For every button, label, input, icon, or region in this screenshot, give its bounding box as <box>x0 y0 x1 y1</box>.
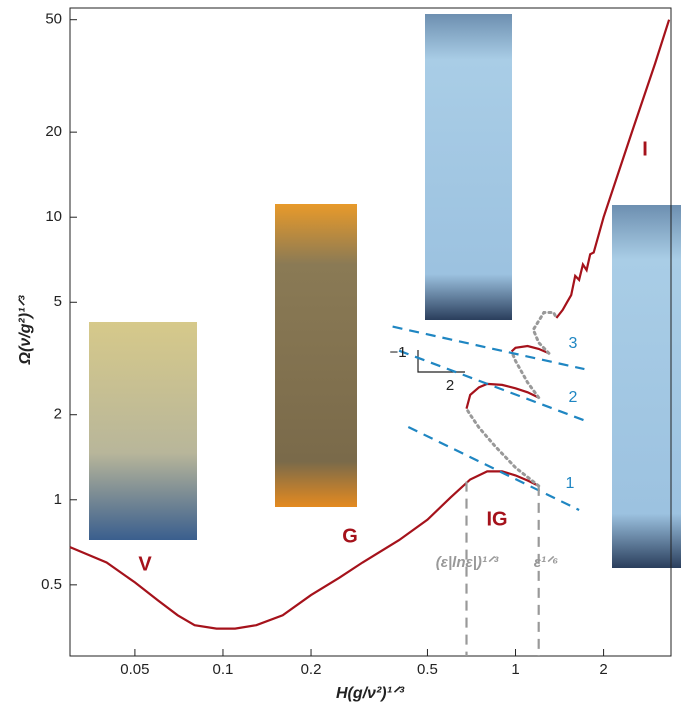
slope-triangle <box>418 350 465 372</box>
regime-label: G <box>342 525 358 547</box>
series-line <box>467 384 539 409</box>
regime-label: IG <box>486 508 507 530</box>
y-tick-label: 1 <box>54 491 62 508</box>
x-tick-label: 0.2 <box>301 661 322 678</box>
series-line <box>399 351 584 421</box>
x-axis-label: H(g/ν²)¹ᐟ³ <box>336 685 405 702</box>
x-tick-label: 0.1 <box>213 661 234 678</box>
y-tick-label: 5 <box>54 293 62 310</box>
scale-label: ε¹ᐟ⁶ <box>534 554 559 571</box>
x-tick-label: 2 <box>599 661 607 678</box>
y-axis-label: Ω(ν/g²)¹ᐟ³ <box>17 295 34 366</box>
branch-label: 3 <box>569 335 578 352</box>
y-tick-label: 50 <box>45 11 62 28</box>
regime-label: I <box>642 138 648 160</box>
y-tick-label: 0.5 <box>41 576 62 593</box>
series-line <box>408 427 579 510</box>
series-line <box>533 313 556 354</box>
slope-label: −1 <box>389 344 406 361</box>
x-tick-label: 1 <box>511 661 519 678</box>
y-tick-label: 20 <box>45 123 62 140</box>
x-tick-label: 0.5 <box>417 661 438 678</box>
slope-label: 2 <box>446 377 454 394</box>
photo-viscous <box>89 322 197 540</box>
y-tick-label: 10 <box>45 208 62 225</box>
regime-label: V <box>138 553 152 575</box>
chart: Ω(ν/g²)¹ᐟ³ H(g/ν²)¹ᐟ³ 0.05 0.1 0.2 0.5 1 2 0.5… <box>0 0 681 714</box>
photo-gravitational <box>275 204 357 507</box>
series-line <box>467 409 539 486</box>
page: Ω(ν/g²)¹ᐟ³ H(g/ν²)¹ᐟ³ 0.05 0.1 0.2 0.5 1 2 0.5… <box>0 0 681 714</box>
photo-inertio-gravitational <box>425 14 512 320</box>
series-line <box>393 327 585 370</box>
y-tick-label: 2 <box>54 406 62 423</box>
x-tick-label: 0.05 <box>120 661 149 678</box>
branch-label: 1 <box>566 475 575 492</box>
branch-label: 2 <box>569 389 578 406</box>
scale-label: (ε|lnε|)¹ᐟ³ <box>436 554 499 571</box>
